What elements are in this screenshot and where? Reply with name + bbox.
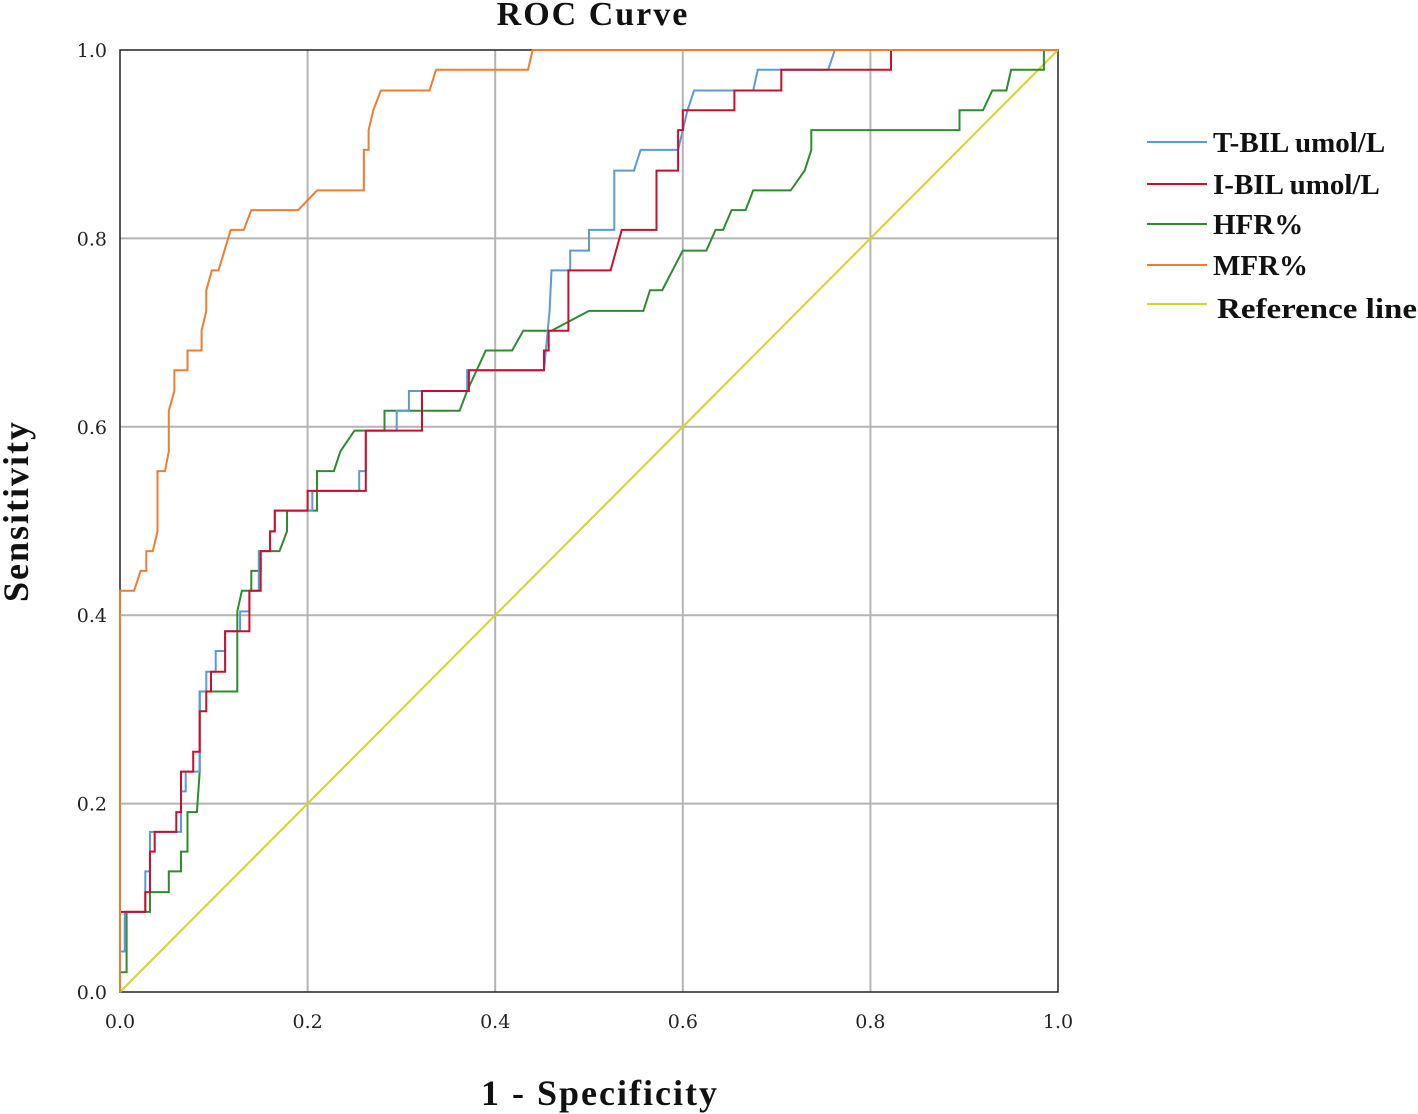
x-tick-label: 0.8 xyxy=(855,1011,885,1033)
x-tick-label: 0.6 xyxy=(668,1011,698,1033)
chart-title: ROC Curve xyxy=(497,0,690,33)
legend-item: HFR% xyxy=(1147,209,1303,241)
legend-label: HFR% xyxy=(1213,209,1303,241)
legend-item: I-BIL umol/L xyxy=(1147,169,1380,201)
x-tick-label: 0.2 xyxy=(292,1011,322,1033)
legend-label: I-BIL umol/L xyxy=(1213,169,1380,201)
series-line-t-bil-umol-l xyxy=(119,49,1058,992)
y-tick-label: 0.8 xyxy=(77,228,107,250)
x-tick-label: 0.0 xyxy=(105,1011,135,1033)
series-line-mfr xyxy=(119,49,1058,992)
legend-label: MFR% xyxy=(1213,250,1308,282)
gridlines xyxy=(120,50,1058,992)
x-axis-ticks: 0.0 0.2 0.4 0.6 0.8 1.0 xyxy=(105,1011,1073,1033)
legend-label: T-BIL umol/L xyxy=(1213,127,1385,159)
y-tick-label: 1.0 xyxy=(77,40,107,62)
x-axis-label: 1 - Specificity xyxy=(481,1073,719,1113)
y-tick-label: 0.0 xyxy=(77,982,107,1004)
series-line-i-bil-umol-l xyxy=(119,49,1058,992)
legend-label: Reference line xyxy=(1217,293,1417,325)
y-axis-ticks: 0.0 0.2 0.4 0.6 0.8 1.0 xyxy=(77,40,107,1004)
legend-item: T-BIL umol/L xyxy=(1147,127,1385,159)
y-tick-label: 0.4 xyxy=(77,605,107,627)
y-tick-label: 0.2 xyxy=(77,794,107,816)
series-lines xyxy=(119,49,1059,993)
series-line-reference-line xyxy=(119,49,1059,993)
y-axis-label: Sensitivity xyxy=(0,420,36,602)
legend: T-BIL umol/L I-BIL umol/L HFR% MFR% Referenc… xyxy=(1147,127,1417,325)
legend-item: Reference line xyxy=(1147,293,1417,325)
x-tick-label: 0.4 xyxy=(480,1011,510,1033)
series-line-hfr xyxy=(119,49,1058,992)
y-tick-label: 0.6 xyxy=(77,417,107,439)
x-tick-label: 1.0 xyxy=(1043,1011,1073,1033)
legend-item: MFR% xyxy=(1147,250,1308,282)
